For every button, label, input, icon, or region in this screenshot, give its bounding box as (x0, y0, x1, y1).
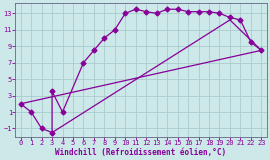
X-axis label: Windchill (Refroidissement éolien,°C): Windchill (Refroidissement éolien,°C) (55, 148, 227, 156)
